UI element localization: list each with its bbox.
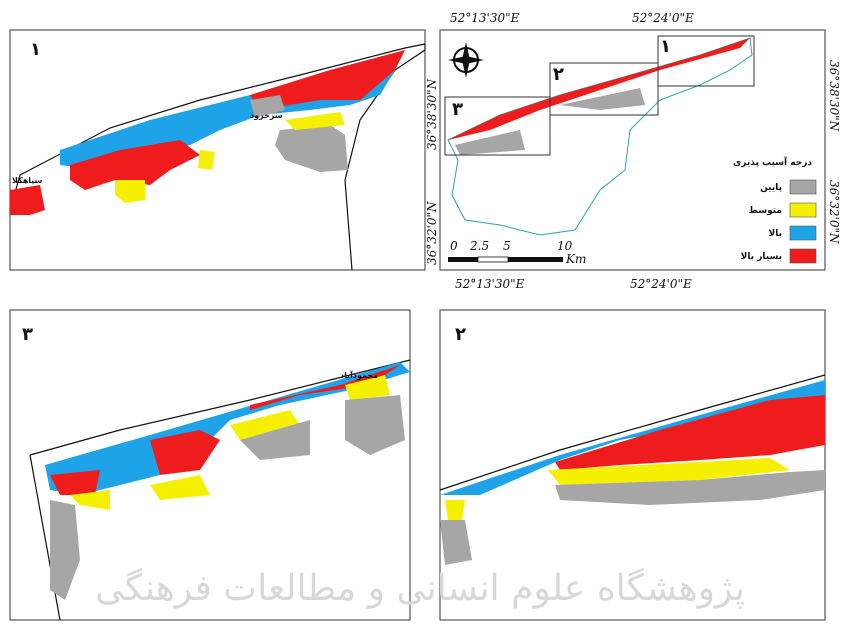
zone-very-high bbox=[10, 185, 45, 215]
scale-bar: 0 2.5 5 10 Km bbox=[448, 239, 586, 266]
panel-number: ۳ bbox=[22, 324, 33, 345]
coord-label: 36°32'0"N bbox=[425, 201, 439, 265]
coastline bbox=[439, 374, 826, 491]
legend-title: درجه آسیب پذیری bbox=[733, 156, 812, 168]
legend-swatch bbox=[789, 248, 817, 264]
zone-medium bbox=[285, 112, 345, 130]
box-label: ۲ bbox=[553, 64, 564, 85]
panel-frame bbox=[9, 29, 426, 271]
legend-label: بالا bbox=[769, 229, 782, 239]
legend-label: بسیار بالا bbox=[741, 252, 782, 262]
panel-3: ۳ محمودآباد bbox=[9, 309, 411, 621]
zone-medium bbox=[198, 150, 215, 170]
scale-label: 5 bbox=[503, 239, 511, 253]
panel-number: ۲ bbox=[455, 324, 466, 345]
zone-medium bbox=[115, 180, 145, 203]
coord-label: 36°38'30"N bbox=[425, 78, 439, 150]
box-label: ۳ bbox=[452, 99, 463, 120]
zone-very-high bbox=[555, 395, 825, 470]
watermark: پژوهشگاه علوم انسانی و مطالعات فرهنگی bbox=[95, 567, 745, 609]
scale-label: 10 bbox=[557, 239, 573, 253]
coord-label: 36°32'0"N bbox=[827, 180, 841, 244]
zone-high bbox=[45, 362, 410, 495]
inset-box bbox=[657, 35, 755, 87]
zone-very-high bbox=[70, 140, 200, 190]
scale-label: Km bbox=[565, 252, 586, 266]
coord-label: 52°24'0"E bbox=[632, 11, 694, 25]
north-arrow bbox=[448, 42, 484, 78]
scale-label: 0 bbox=[450, 239, 458, 253]
inset-box bbox=[549, 62, 659, 116]
scale-label: 2.5 bbox=[469, 239, 489, 253]
panel-1: ۱ سرخرود سیاهکلا bbox=[9, 29, 426, 271]
index-map: ۳ ۲ ۱ 52°13'30"E 52°24'0"E 52°13'30"E 52… bbox=[425, 11, 841, 291]
coord-label: 36°38'30"N bbox=[827, 60, 841, 132]
place-label: سرخرود bbox=[250, 111, 283, 120]
panel-number: ۱ bbox=[30, 39, 41, 60]
legend-swatch bbox=[789, 179, 817, 195]
index-frame bbox=[439, 29, 826, 271]
coast-zones bbox=[448, 38, 750, 140]
zone-low bbox=[50, 395, 405, 600]
legend-label: متوسط bbox=[749, 206, 782, 216]
zone-medium bbox=[70, 375, 390, 510]
coastline bbox=[9, 43, 426, 271]
legend-swatch bbox=[789, 225, 817, 241]
legend-label: پایین bbox=[760, 183, 782, 193]
coord-label: 52°24'0"E bbox=[630, 277, 692, 291]
place-label: محمودآباد bbox=[340, 370, 378, 380]
zone-very-high bbox=[50, 365, 400, 495]
legend-swatch bbox=[789, 202, 817, 218]
panel-frame bbox=[9, 309, 411, 621]
coast-zones bbox=[455, 88, 645, 155]
inset-box bbox=[444, 96, 551, 156]
coord-label: 52°13'30"E bbox=[450, 11, 520, 25]
coord-label: 52°13'30"E bbox=[455, 277, 525, 291]
legend: درجه آسیب پذیری پایین متوسط بالا بسیار بالا bbox=[733, 156, 817, 264]
zone-high bbox=[440, 380, 825, 495]
panel-frame bbox=[439, 309, 826, 621]
zone-low bbox=[275, 125, 348, 172]
box-label: ۱ bbox=[660, 36, 671, 57]
zone-low bbox=[440, 470, 825, 565]
place-label: سیاهکلا bbox=[12, 176, 43, 185]
zone-very-high bbox=[250, 50, 405, 110]
panel-2: ۲ bbox=[439, 309, 826, 621]
zone-medium bbox=[445, 458, 790, 520]
zone-low bbox=[250, 95, 285, 118]
